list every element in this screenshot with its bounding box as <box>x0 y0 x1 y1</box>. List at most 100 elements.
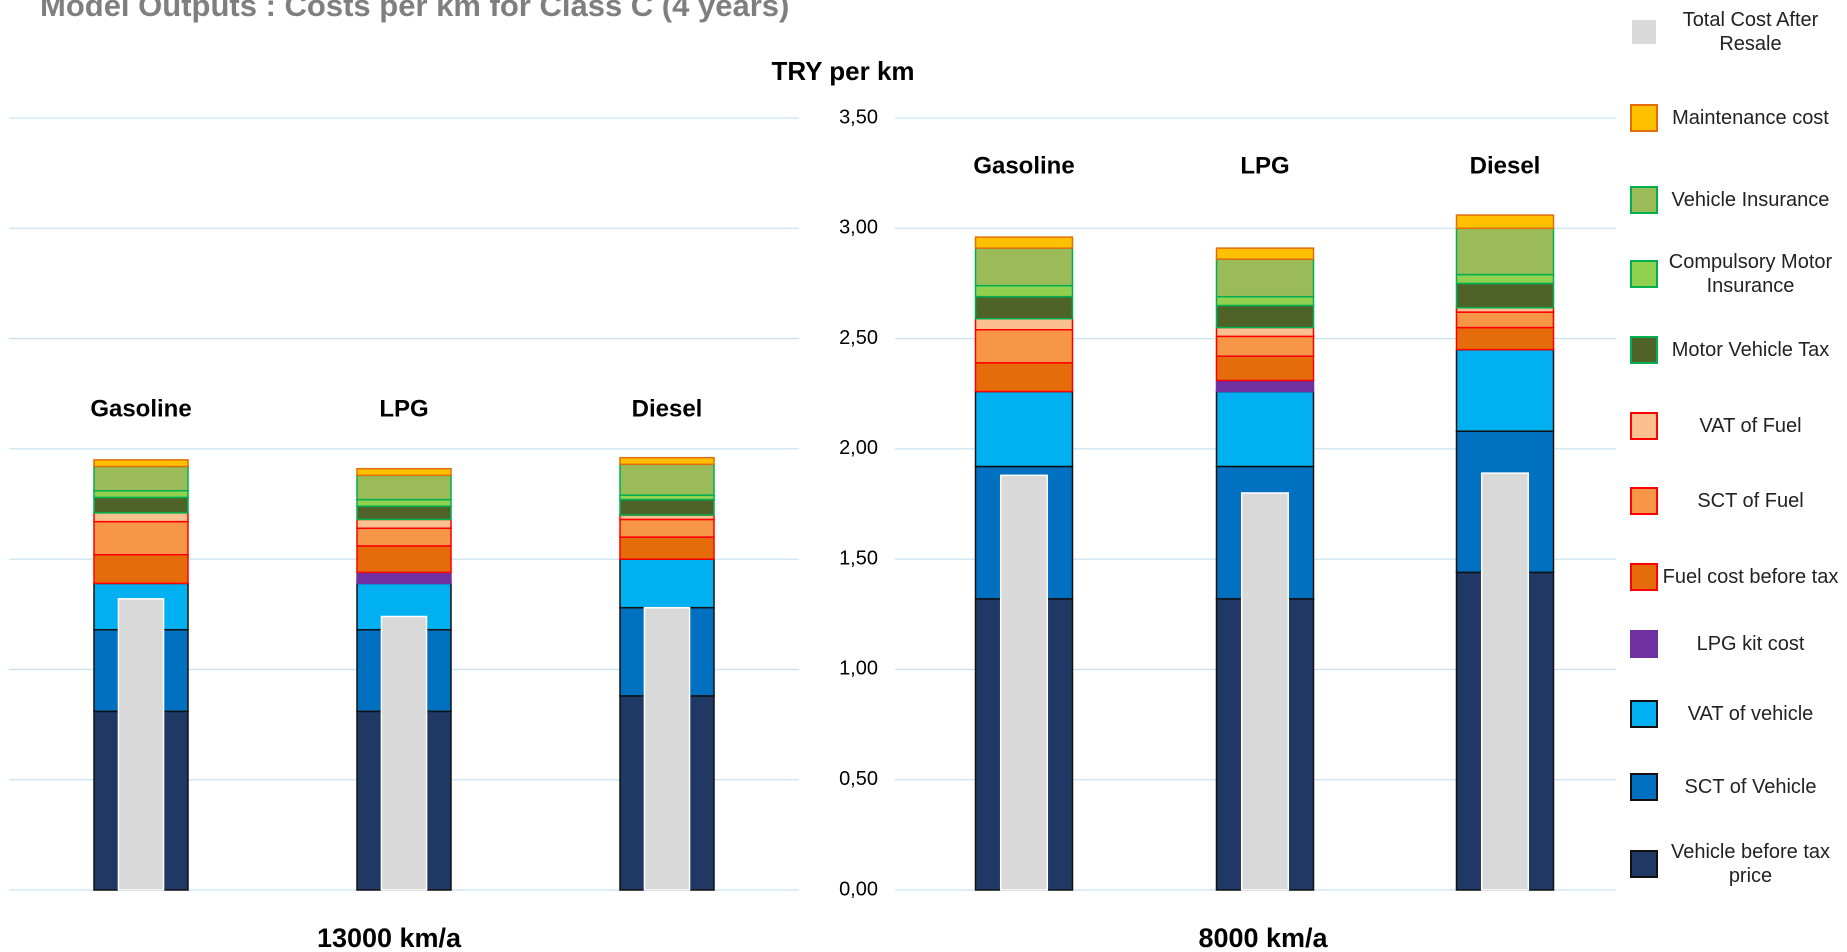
legend-item: LPG kit cost <box>1626 616 1847 672</box>
legend-label: Vehicle before tax price <box>1671 841 1830 887</box>
legend-swatch <box>1630 260 1658 288</box>
category-label: LPG <box>1240 152 1289 179</box>
bar-segment <box>356 467 452 477</box>
category-label: Diesel <box>632 395 703 422</box>
overlay-bar <box>1480 472 1530 891</box>
y-tick-label: 3,50 <box>839 106 878 128</box>
bar-segment <box>356 527 452 547</box>
y-tick-label: 0,50 <box>839 768 878 790</box>
bar-segment <box>619 518 715 538</box>
bar-segment <box>1215 335 1315 357</box>
legend-swatch <box>1630 563 1658 591</box>
bar-segment <box>93 553 189 585</box>
legend-swatch <box>1630 630 1658 658</box>
legend-label: Vehicle Insurance <box>1671 189 1830 211</box>
legend-swatch <box>1630 700 1658 728</box>
legend-label: Compulsory Motor Insurance <box>1668 251 1833 297</box>
bar-segment <box>619 536 715 560</box>
bar-segment <box>93 520 189 556</box>
bar-segment <box>356 474 452 501</box>
bar-segment <box>1215 295 1315 307</box>
group-label: 13000 km/a <box>317 923 462 952</box>
legend-swatch <box>1630 487 1658 515</box>
legend-item: Compulsory Motor Insurance <box>1626 246 1847 302</box>
bar-segment <box>93 490 189 499</box>
legend-item: Maintenance cost <box>1626 90 1847 146</box>
category-label: Gasoline <box>973 152 1074 179</box>
y-tick-label: 0,00 <box>839 878 878 900</box>
bar-segment <box>974 362 1074 393</box>
category-label: Diesel <box>1470 152 1541 179</box>
bar-segment <box>1215 258 1315 298</box>
bar-segment <box>1215 304 1315 329</box>
y-tick-label: 3,00 <box>839 217 878 239</box>
bar-segment <box>356 498 452 507</box>
legend-item: SCT of Fuel <box>1626 473 1847 529</box>
bar-segment <box>1455 273 1555 285</box>
legend-swatch <box>1630 104 1658 132</box>
legend-label: Motor Vehicle Tax <box>1671 339 1830 361</box>
legend-item: Total Cost After Resale <box>1626 4 1847 60</box>
legend-item: SCT of Vehicle <box>1626 759 1847 815</box>
legend-label: SCT of Fuel <box>1697 490 1804 512</box>
bar-segment <box>93 465 189 492</box>
bar-segment <box>1215 379 1315 393</box>
overlay-bar <box>999 474 1049 891</box>
legend-label: Maintenance cost <box>1672 107 1829 129</box>
overlay-bar <box>117 598 165 891</box>
bar-segment <box>1215 355 1315 382</box>
bar-segment <box>93 459 189 468</box>
bar-segment <box>1215 326 1315 338</box>
bar-segment <box>974 236 1074 249</box>
legend-label: LPG kit cost <box>1696 633 1805 655</box>
bar-segment <box>356 571 452 585</box>
bar-segment <box>974 328 1074 364</box>
category-label: Gasoline <box>90 395 191 422</box>
y-axis-title: TRY per km <box>771 56 914 86</box>
bar-segment <box>619 456 715 466</box>
bar-segment <box>974 390 1074 468</box>
category-label: LPG <box>379 395 428 422</box>
bar-segment <box>93 496 189 514</box>
legend-item: Motor Vehicle Tax <box>1626 322 1847 378</box>
bar-segment <box>619 463 715 496</box>
legend-swatch <box>1630 773 1658 801</box>
y-tick-label: 2,50 <box>839 327 878 349</box>
legend-label: Total Cost After Resale <box>1682 9 1819 55</box>
bar-segment <box>356 545 452 574</box>
legend-swatch <box>1630 850 1658 878</box>
legend-swatch <box>1630 412 1658 440</box>
group-label: 8000 km/a <box>1198 923 1328 952</box>
bar-segment <box>619 558 715 609</box>
y-tick-label: 1,00 <box>839 658 878 680</box>
legend-swatch <box>1630 186 1658 214</box>
legend: Total Cost After Resale Maintenance cost V… <box>1626 0 1847 952</box>
legend-label: SCT of Vehicle <box>1684 776 1817 798</box>
bar-segment <box>974 247 1074 287</box>
legend-label: Fuel cost before tax <box>1662 566 1839 588</box>
overlay-bar <box>380 615 428 891</box>
bar-segment <box>1215 247 1315 260</box>
chart-title: Model Outputs : Costs per km for Class C… <box>40 0 789 23</box>
legend-item: VAT of Fuel <box>1626 398 1847 454</box>
legend-swatch <box>1630 18 1658 46</box>
bar-segment <box>356 505 452 521</box>
bar-segment <box>619 498 715 516</box>
bar-segment <box>1455 311 1555 329</box>
bar-segment <box>93 512 189 523</box>
bar-segment <box>1455 282 1555 309</box>
legend-label: VAT of vehicle <box>1687 703 1814 725</box>
y-tick-label: 1,50 <box>839 547 878 569</box>
legend-item: Fuel cost before tax <box>1626 549 1847 605</box>
bar-segment <box>356 518 452 530</box>
y-tick-label: 2,00 <box>839 437 878 459</box>
bar-segment <box>974 295 1074 320</box>
bar-segment <box>1215 390 1315 468</box>
legend-swatch <box>1630 336 1658 364</box>
legend-item: Vehicle Insurance <box>1626 172 1847 228</box>
bar-segment <box>974 317 1074 331</box>
legend-label: VAT of Fuel <box>1699 415 1802 437</box>
overlay-bar <box>643 606 691 891</box>
